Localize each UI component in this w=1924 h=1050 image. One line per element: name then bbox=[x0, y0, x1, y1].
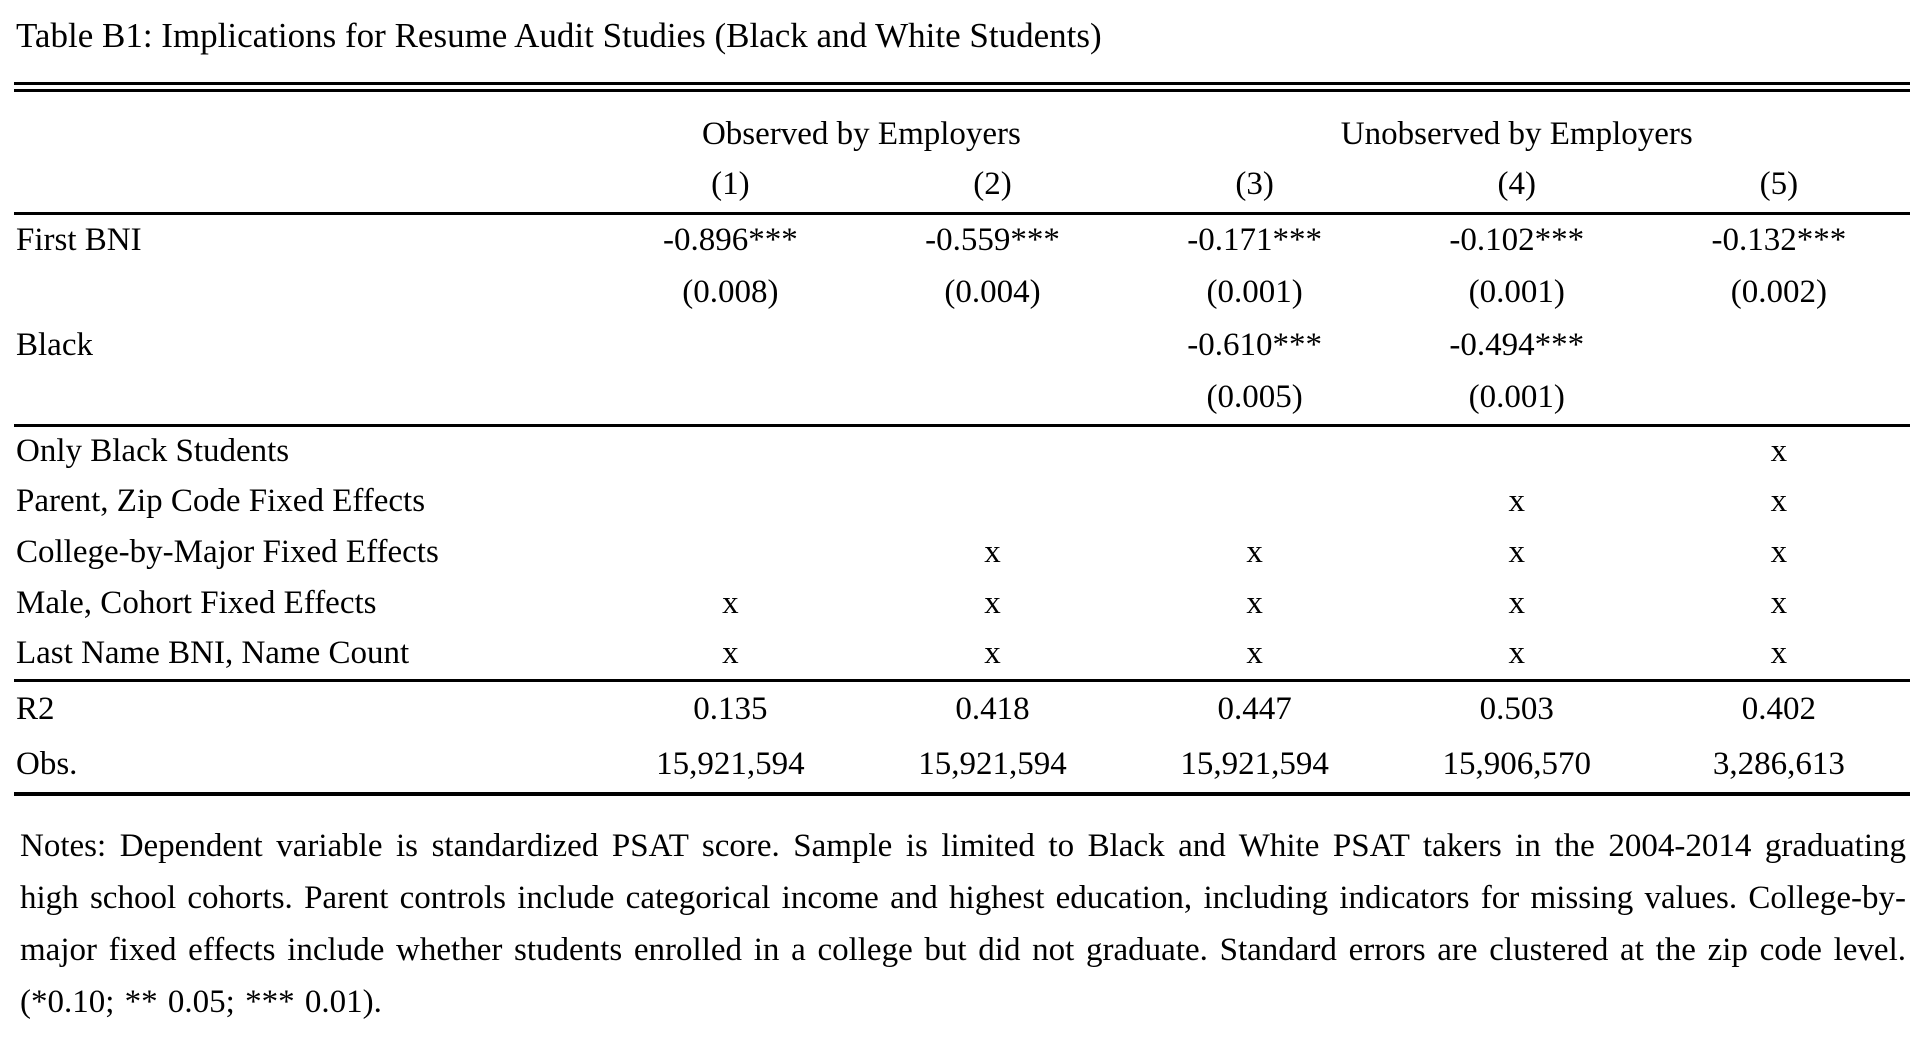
table-title: Table B1: Implications for Resume Audit … bbox=[16, 16, 1102, 55]
coef-cell: -0.132*** bbox=[1711, 221, 1847, 258]
col-number-2: (2) bbox=[973, 165, 1012, 202]
control-cell: x bbox=[1246, 534, 1263, 570]
se-cell bbox=[861, 372, 1123, 425]
se-cell: (0.001) bbox=[1206, 274, 1303, 310]
stat-cell: 0.402 bbox=[1741, 690, 1817, 727]
control-cell bbox=[1386, 425, 1648, 476]
coef-cell: -0.494*** bbox=[1449, 327, 1585, 363]
control-cell: x bbox=[984, 585, 1001, 621]
table-row: First BNI -0.896*** -0.559*** -0.171*** … bbox=[14, 213, 1910, 266]
row-label: R2 bbox=[16, 690, 55, 727]
table-row: Obs. 15,921,594 15,921,594 15,921,594 15… bbox=[14, 737, 1910, 794]
stat-cell: 0.135 bbox=[693, 690, 768, 727]
control-cell bbox=[599, 425, 861, 476]
control-cell: x bbox=[1770, 432, 1788, 469]
col-number-3: (3) bbox=[1235, 165, 1274, 202]
se-cell: (0.005) bbox=[1206, 379, 1303, 416]
control-cell: x bbox=[984, 635, 1001, 672]
control-cell bbox=[1124, 425, 1386, 476]
controls-section: Only Black Students x Parent, Zip Code F… bbox=[14, 425, 1910, 680]
coefficients-section: First BNI -0.896*** -0.559*** -0.171*** … bbox=[14, 213, 1910, 425]
column-number-row: (1) (2) (3) (4) (5) bbox=[14, 157, 1910, 213]
se-cell: (0.004) bbox=[944, 274, 1041, 310]
col-group-observed: Observed by Employers bbox=[701, 116, 1021, 152]
statistics-section: R2 0.135 0.418 0.447 0.503 0.402 Obs. 15… bbox=[14, 680, 1910, 794]
coef-cell: -0.102*** bbox=[1449, 221, 1585, 258]
control-cell: x bbox=[1770, 635, 1788, 672]
coef-cell bbox=[1648, 319, 1910, 372]
row-label bbox=[14, 372, 599, 425]
coef-cell bbox=[599, 319, 861, 372]
table-row: (0.005) (0.001) bbox=[14, 372, 1910, 425]
control-cell: x bbox=[1508, 483, 1525, 519]
row-label: Only Black Students bbox=[16, 432, 290, 469]
coef-cell bbox=[861, 319, 1123, 372]
control-cell: x bbox=[1508, 635, 1525, 672]
control-cell: x bbox=[1246, 585, 1263, 621]
control-cell: x bbox=[1246, 635, 1263, 672]
table-header: Observed by Employers Unobserved by Empl… bbox=[14, 87, 1910, 213]
stat-cell: 15,906,570 bbox=[1442, 746, 1591, 782]
col-number-4: (4) bbox=[1497, 165, 1536, 202]
row-label: Male, Cohort Fixed Effects bbox=[16, 585, 377, 621]
row-label: Last Name BNI, Name Count bbox=[16, 635, 410, 672]
corner-cell bbox=[14, 87, 599, 157]
control-cell bbox=[861, 425, 1123, 476]
coef-cell: -0.610*** bbox=[1187, 327, 1322, 363]
table-row: Male, Cohort Fixed Effects x x x x x bbox=[14, 578, 1910, 629]
coef-cell: -0.559*** bbox=[925, 221, 1060, 258]
se-cell: (0.008) bbox=[682, 274, 779, 310]
se-cell: (0.001) bbox=[1468, 379, 1565, 416]
control-cell: x bbox=[1770, 534, 1788, 570]
results-table: Observed by Employers Unobserved by Empl… bbox=[14, 82, 1910, 796]
se-cell: (0.001) bbox=[1468, 274, 1565, 310]
col-number-5: (5) bbox=[1759, 165, 1799, 202]
row-label: Parent, Zip Code Fixed Effects bbox=[16, 483, 426, 519]
control-cell: x bbox=[722, 585, 739, 621]
col-number-1: (1) bbox=[711, 165, 750, 202]
column-group-row: Observed by Employers Unobserved by Empl… bbox=[14, 87, 1910, 157]
control-cell: x bbox=[984, 534, 1001, 570]
row-label: First BNI bbox=[16, 221, 142, 258]
control-cell: x bbox=[1770, 483, 1788, 519]
table-row: College-by-Major Fixed Effects x x x x bbox=[14, 527, 1910, 578]
table-row: Black -0.610*** -0.494*** bbox=[14, 319, 1910, 372]
control-cell: x bbox=[1508, 585, 1525, 621]
coef-cell: -0.171*** bbox=[1187, 221, 1322, 258]
col-group-unobserved: Unobserved by Employers bbox=[1340, 116, 1693, 152]
table-row: Only Black Students x bbox=[14, 425, 1910, 476]
table-row: R2 0.135 0.418 0.447 0.503 0.402 bbox=[14, 680, 1910, 737]
control-cell bbox=[1124, 476, 1386, 527]
control-cell bbox=[599, 527, 861, 578]
stat-cell: 0.447 bbox=[1217, 690, 1292, 727]
table-row: Last Name BNI, Name Count x x x x x bbox=[14, 629, 1910, 680]
control-cell: x bbox=[1508, 534, 1525, 570]
stat-cell: 15,921,594 bbox=[1180, 746, 1329, 782]
se-cell bbox=[599, 372, 861, 425]
coef-cell: -0.896*** bbox=[662, 221, 798, 258]
stat-cell: 0.418 bbox=[955, 690, 1030, 727]
se-cell: (0.002) bbox=[1730, 274, 1828, 310]
control-cell bbox=[599, 476, 861, 527]
row-label: College-by-Major Fixed Effects bbox=[16, 534, 439, 570]
row-label: Obs. bbox=[16, 746, 78, 782]
stat-cell: 15,921,594 bbox=[918, 746, 1067, 782]
paper-page: Table B1: Implications for Resume Audit … bbox=[14, 16, 1910, 1020]
control-cell bbox=[861, 476, 1123, 527]
se-cell bbox=[1648, 372, 1910, 425]
stat-cell: 0.503 bbox=[1479, 690, 1554, 727]
control-cell: x bbox=[1770, 585, 1788, 621]
stat-cell: 15,921,594 bbox=[656, 746, 805, 782]
corner-cell bbox=[14, 157, 599, 213]
table-notes: Notes: Dependent variable is standardize… bbox=[20, 828, 1906, 1020]
row-label bbox=[14, 266, 599, 319]
stat-cell: 3,286,613 bbox=[1712, 746, 1845, 782]
row-label: Black bbox=[16, 327, 93, 363]
table-row: (0.008) (0.004) (0.001) (0.001) (0.002) bbox=[14, 266, 1910, 319]
table-row: Parent, Zip Code Fixed Effects x x bbox=[14, 476, 1910, 527]
control-cell: x bbox=[722, 635, 739, 672]
